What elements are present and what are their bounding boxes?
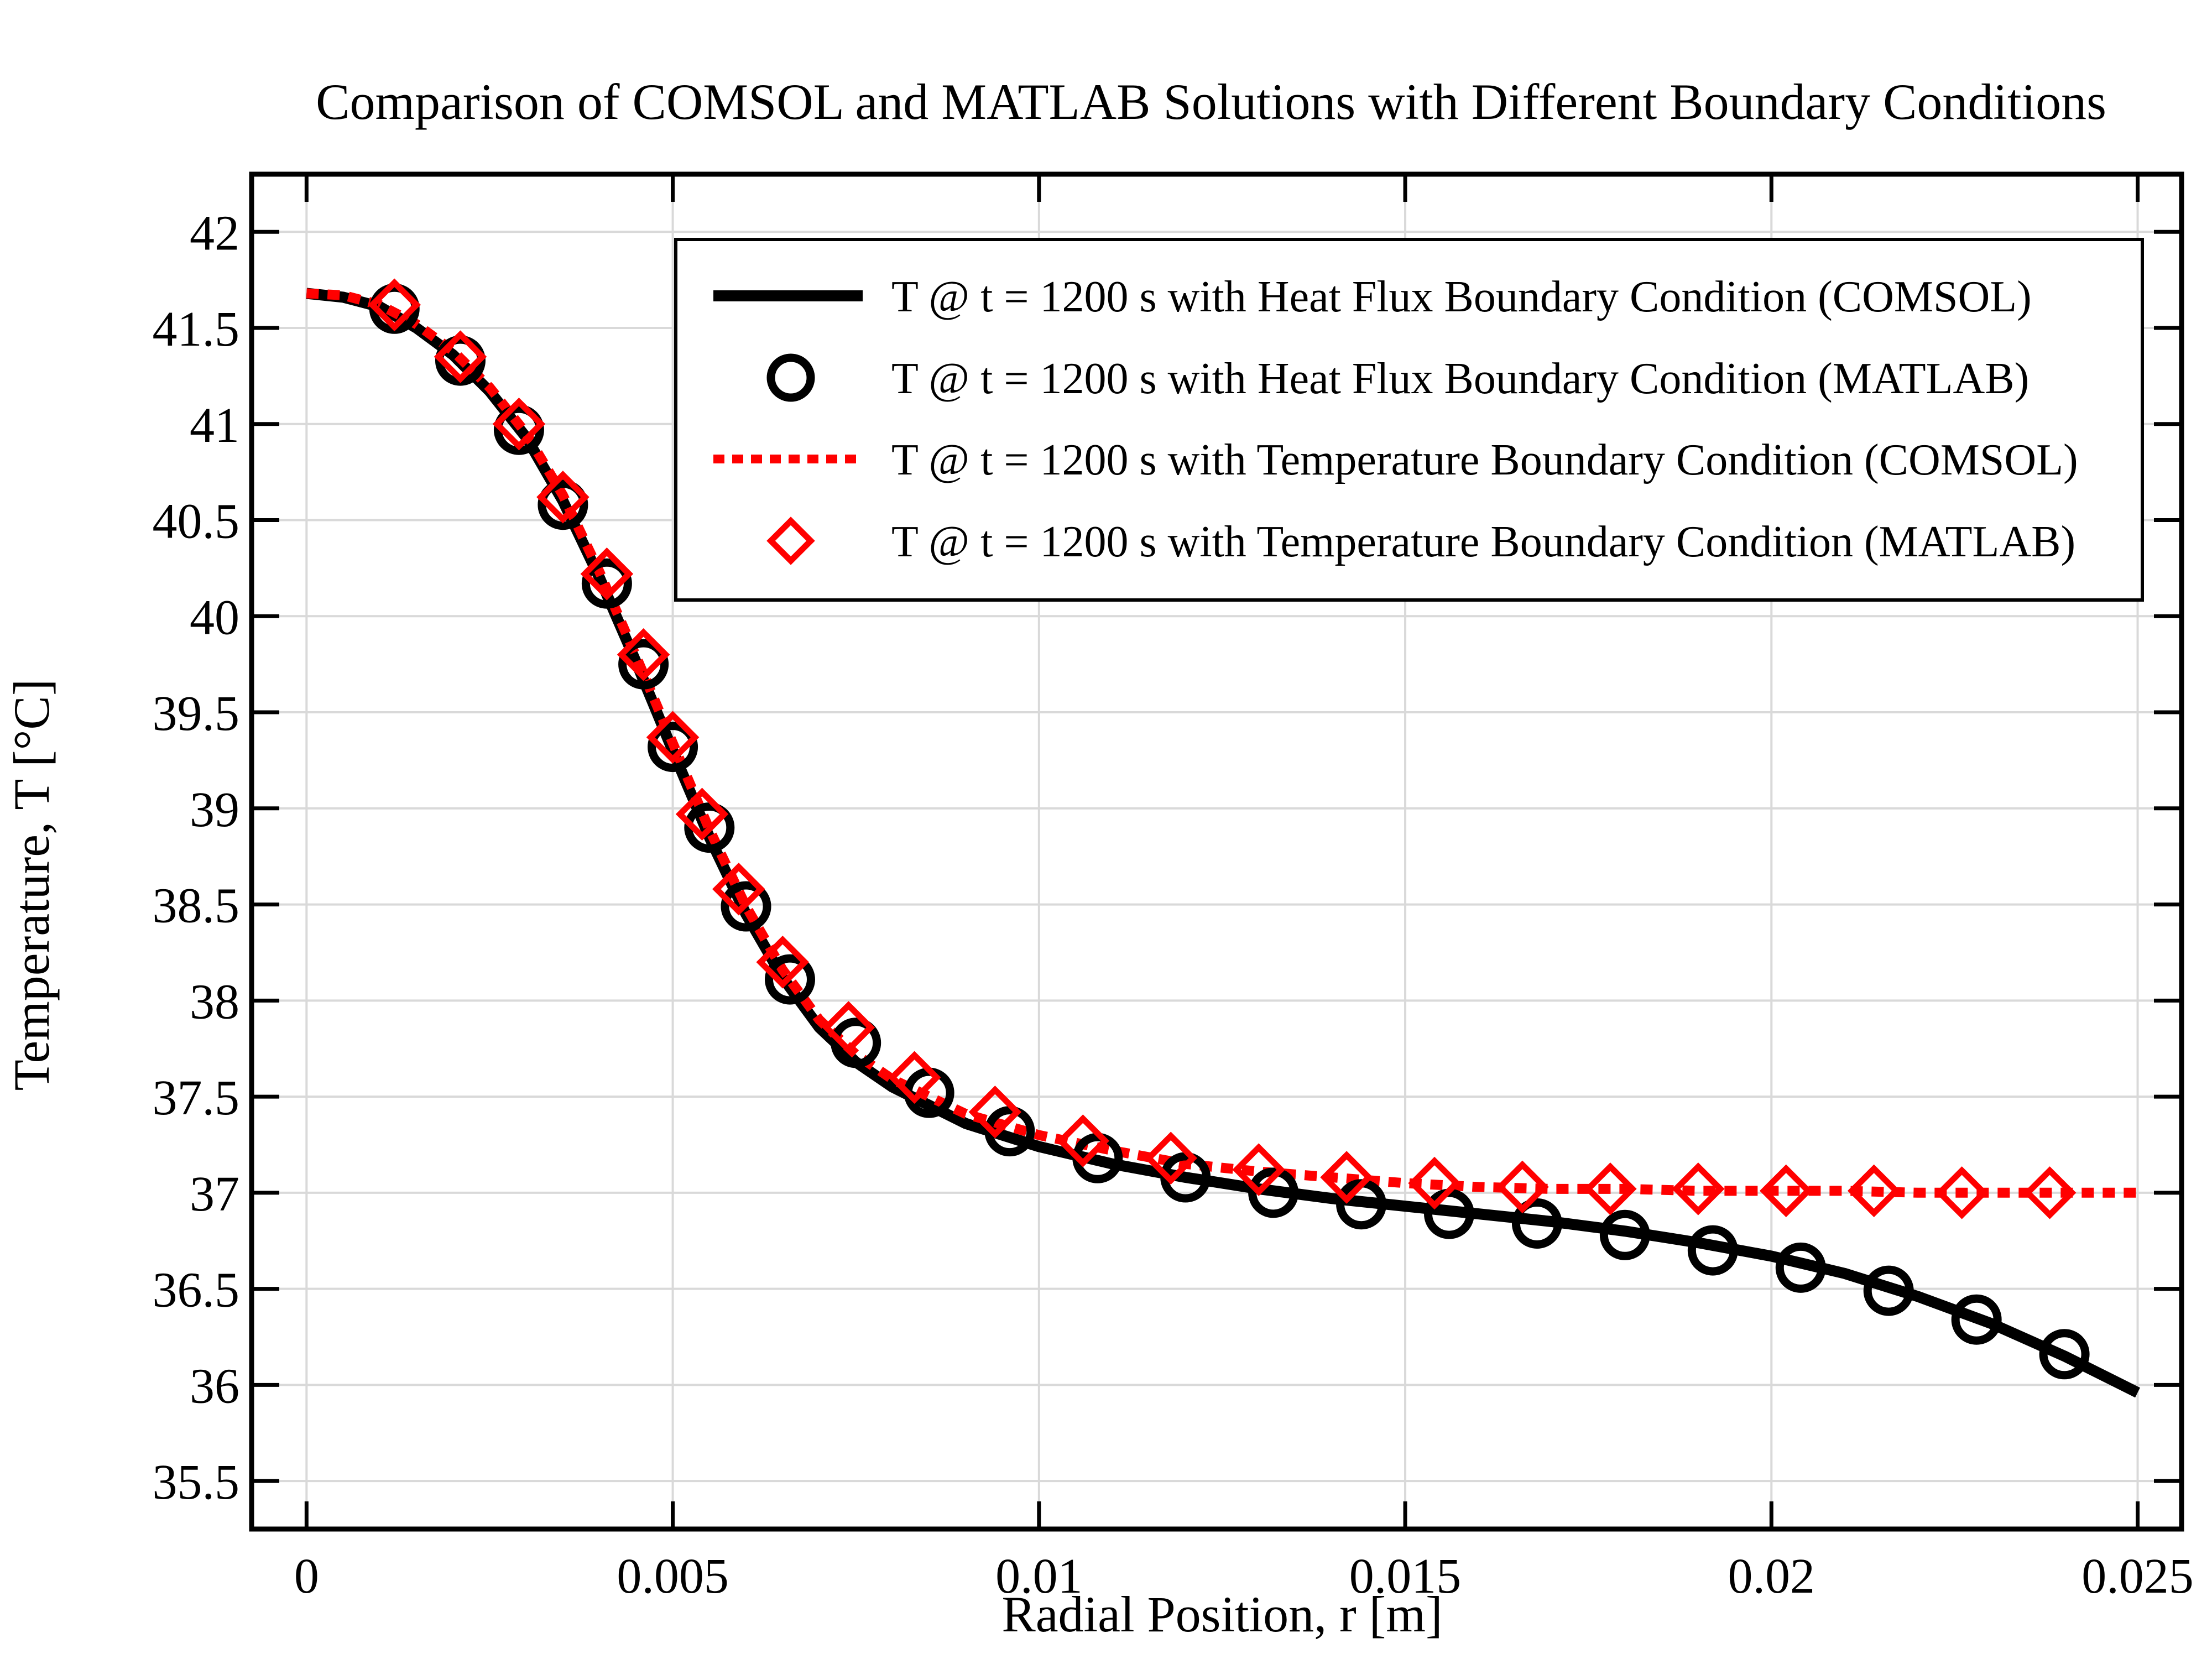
series-3-point bbox=[1496, 1160, 1549, 1214]
series-1-point bbox=[1863, 1265, 1914, 1316]
series-1-point bbox=[684, 802, 735, 853]
series-3-point bbox=[536, 471, 589, 524]
series-3-point bbox=[1232, 1143, 1285, 1196]
series-3-point bbox=[756, 936, 810, 989]
series-3-point bbox=[1760, 1164, 1813, 1218]
x-tick-label: 0.02 bbox=[1728, 1549, 1815, 1604]
series-1-point bbox=[1511, 1198, 1562, 1249]
series-3-point bbox=[492, 397, 546, 451]
legend-box bbox=[674, 238, 2144, 602]
y-tick-label: 36.5 bbox=[153, 1263, 240, 1318]
y-tick-label: 41 bbox=[190, 398, 239, 453]
series-3-point bbox=[1408, 1156, 1461, 1210]
legend-swatch-1 bbox=[766, 353, 815, 402]
series-3-point bbox=[434, 330, 487, 383]
legend-entries: T @ t = 1200 s with Heat Flux Boundary C… bbox=[713, 273, 2078, 566]
series-3-point bbox=[2023, 1166, 2077, 1219]
y-tick-label: 40 bbox=[190, 590, 239, 645]
series-3-point bbox=[822, 1001, 875, 1054]
series-1-point bbox=[1599, 1209, 1650, 1260]
series-3-point bbox=[1320, 1151, 1373, 1204]
plot-frame bbox=[249, 171, 2184, 1532]
y-tick-label: 37 bbox=[190, 1167, 239, 1222]
legend-label-3: T @ t = 1200 s with Temperature Boundary… bbox=[891, 518, 2075, 566]
series-3-point bbox=[1672, 1162, 1725, 1215]
series-1-point bbox=[831, 1018, 881, 1068]
legend-label-0: T @ t = 1200 s with Heat Flux Boundary C… bbox=[891, 273, 2032, 321]
series-3-point bbox=[1935, 1166, 1989, 1219]
x-tick-label: 0.005 bbox=[617, 1549, 729, 1604]
series-3-point bbox=[368, 278, 421, 332]
series-1-point bbox=[2039, 1329, 2090, 1380]
series-3-point bbox=[1847, 1164, 1901, 1218]
series-1-point bbox=[721, 881, 771, 932]
series-3-point bbox=[617, 628, 670, 681]
series-3-point bbox=[1584, 1162, 1637, 1215]
x-tick-label: 0.015 bbox=[1349, 1549, 1462, 1604]
series-3-point bbox=[1144, 1131, 1197, 1185]
y-tick-label: 39.5 bbox=[153, 686, 240, 741]
chart-title: Comparison of COMSOL and MATLAB Solution… bbox=[316, 74, 2106, 130]
series-1-point bbox=[1775, 1242, 1826, 1293]
y-tick-label: 41.5 bbox=[153, 302, 240, 357]
series-3-point bbox=[675, 787, 729, 841]
series-1-point bbox=[618, 639, 669, 690]
y-axis-label: Temperature, T [°C] bbox=[3, 679, 60, 1091]
series-3-point bbox=[712, 862, 765, 916]
series-layer bbox=[306, 278, 2140, 1398]
series-1-point bbox=[1248, 1167, 1299, 1218]
legend-label-2: T @ t = 1200 s with Temperature Boundary… bbox=[891, 436, 2078, 484]
series-1-point bbox=[648, 722, 698, 773]
series-3-point bbox=[580, 547, 634, 601]
y-tick-label: 38.5 bbox=[153, 879, 240, 933]
y-tick-label: 35.5 bbox=[153, 1455, 240, 1510]
legend-swatch-3 bbox=[766, 517, 815, 565]
y-tick-label: 36 bbox=[190, 1359, 239, 1413]
series-1-point bbox=[764, 954, 815, 1005]
x-tick-label: 0.025 bbox=[2081, 1549, 2194, 1604]
series-1-point bbox=[538, 479, 588, 530]
y-tick-label: 38 bbox=[190, 974, 239, 1029]
series-3-point bbox=[968, 1086, 1022, 1139]
axis-ticks: 0 0.005 0.01 0.015 0.02 0.025 35.5 36 36.5 37 37.5… bbox=[153, 174, 2194, 1604]
y-tick-label: 40.5 bbox=[153, 494, 240, 549]
series-3-point bbox=[1056, 1114, 1110, 1167]
x-tick-label: 0.01 bbox=[995, 1549, 1083, 1604]
legend-label-1: T @ t = 1200 s with Heat Flux Boundary C… bbox=[891, 354, 2029, 403]
series-1-point bbox=[581, 558, 632, 609]
series-3-point bbox=[888, 1051, 941, 1104]
series-1-point bbox=[1687, 1225, 1738, 1276]
series-1-point bbox=[1951, 1294, 2002, 1345]
x-tick-label: 0 bbox=[294, 1549, 319, 1604]
y-tick-label: 39 bbox=[190, 782, 239, 837]
legend: T @ t = 1200 s with Heat Flux Boundary C… bbox=[674, 238, 2144, 602]
y-tick-label: 37.5 bbox=[153, 1071, 240, 1125]
series-1-point bbox=[493, 404, 544, 455]
x-axis-label: Radial Position, r [m] bbox=[1001, 1586, 1442, 1642]
plot-area: 0 0.005 0.01 0.015 0.02 0.025 35.5 36 36.5 37 37.5… bbox=[153, 171, 2194, 1604]
y-tick-label: 42 bbox=[190, 206, 239, 260]
series-3-point bbox=[646, 711, 700, 764]
